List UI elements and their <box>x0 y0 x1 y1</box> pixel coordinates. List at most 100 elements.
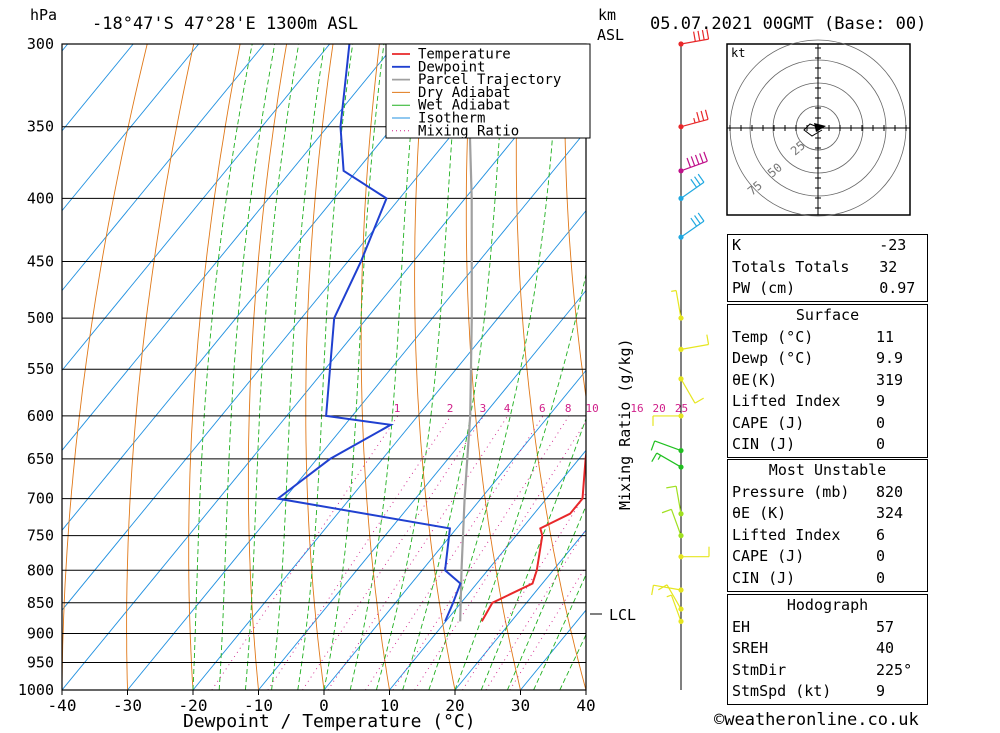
pressure-tick-label: 800 <box>27 561 54 579</box>
wind-barb-feather <box>690 178 698 188</box>
mixing-ratio-line <box>392 415 570 690</box>
wind-barb-feather <box>694 176 701 186</box>
surface-row: Dewp (°C) 9.9 <box>728 348 927 370</box>
pressure-tick-label: 600 <box>27 407 54 425</box>
isotherm-line <box>62 44 200 212</box>
wind-barb-feather <box>694 215 701 225</box>
surface-value: 0 <box>876 413 886 432</box>
wind-barb-staff <box>675 486 682 514</box>
wind-barb-staff <box>680 378 696 404</box>
pressure-tick-label: 700 <box>27 490 54 508</box>
dry-adiabat-line <box>983 44 1000 690</box>
most-unstable-row: Pressure (mb) 820 <box>728 482 927 504</box>
wind-barb-staff <box>680 181 705 199</box>
pressure-tick-label: 500 <box>27 309 54 327</box>
surface-value: 9.9 <box>876 349 904 367</box>
hodograph-stat-row: SREH 40 <box>728 638 927 660</box>
pressure-axis: 300 350 400 450 500 550 600 650 700 750 800 850 900 9… <box>18 35 54 699</box>
x-axis-label: Dewpoint / Temperature (°C) <box>183 711 476 732</box>
isotherm-line <box>389 449 586 690</box>
surface-title: Surface <box>795 306 860 324</box>
credit-link[interactable]: ©weatheronline.co.uk <box>714 710 919 730</box>
pressure-tick-label: 300 <box>27 35 54 53</box>
x-tick-label: 30 <box>511 696 530 715</box>
dry-adiabat-line <box>564 44 586 401</box>
indices-box: K -23 Totals Totals 32 PW (cm) 0.97 <box>727 234 928 302</box>
most-unstable-value: 6 <box>876 525 886 544</box>
wind-barb-feather <box>694 397 704 404</box>
pressure-tick-label: 650 <box>27 450 54 468</box>
isotherm-line <box>323 369 586 690</box>
x-tick-label: 10 <box>380 696 399 715</box>
hodograph-stats-box: Hodograph EH 57 SREH 40 StmDir 225° StmSpd (kt… <box>727 594 928 705</box>
pressure-tick-label: 550 <box>27 360 54 378</box>
mixing-ratio-line <box>302 415 484 690</box>
totals-totals-label: Totals Totals <box>732 257 850 276</box>
x-tick-label: 40 <box>576 696 595 715</box>
pressure-tick-label: 750 <box>27 527 54 545</box>
wet-adiabat-line <box>349 44 420 690</box>
dry-adiabat-line <box>414 44 456 690</box>
k-index-label: K <box>732 236 742 254</box>
wind-barb-feather <box>666 485 677 489</box>
wind-barb-feather <box>700 110 705 121</box>
parcel-trajectory-line <box>459 44 473 622</box>
hodograph-stat-row: StmSpd (kt) 9 <box>728 681 927 703</box>
most-unstable-label: θE (K) <box>732 504 787 522</box>
most-unstable-label: CIN (J) <box>732 568 796 587</box>
isotherm-line <box>62 44 396 452</box>
mixing-ratio-label: 3 <box>480 402 487 415</box>
isotherm-line <box>62 50 586 690</box>
wind-barb-feather <box>666 594 672 598</box>
hodograph-stat-label: StmSpd (kt) <box>732 682 832 700</box>
wind-barb-staff <box>680 38 709 45</box>
wind-barb-feather <box>694 154 700 165</box>
wind-barb-feather <box>693 117 696 124</box>
isotherm-line <box>192 210 586 690</box>
wind-barb-staff <box>675 290 682 319</box>
mixing-ratio-line <box>327 415 509 690</box>
isotherm-line <box>258 289 586 690</box>
k-index-value: -23 <box>879 236 907 254</box>
x-tick-label: -30 <box>113 696 142 715</box>
wet-adiabat-line <box>428 44 561 690</box>
k-index-row: K -23 <box>728 235 927 257</box>
surface-row: CAPE (J) 0 <box>728 413 927 435</box>
pw-label: PW (cm) <box>732 279 796 297</box>
wet-adiabat-line <box>454 272 586 690</box>
wind-barb-feather <box>650 440 656 451</box>
mixing-ratio-label: 4 <box>504 402 511 415</box>
hodograph-stat-row: EH 57 <box>728 617 927 639</box>
wind-barb-staff <box>653 584 682 591</box>
wind-barb-feather <box>658 584 668 591</box>
mixing-ratio-label: 20 <box>653 402 666 415</box>
wind-barb-staff <box>670 509 682 536</box>
surface-row: CIN (J) 0 <box>728 434 927 456</box>
wind-level-dot <box>678 618 684 625</box>
surface-box: Surface Temp (°C) 11 Dewp (°C) 9.9 θE(K) 319 L… <box>727 304 928 458</box>
wind-barb-feather <box>703 151 708 162</box>
mixing-ratio-label: 10 <box>586 402 599 415</box>
hodograph-stat-value: 225° <box>876 660 913 679</box>
wind-barb-feather <box>706 334 710 345</box>
legend-label: Dewpoint <box>418 59 485 75</box>
mixing-ratio-line <box>509 565 586 690</box>
lcl-label: LCL <box>609 606 636 624</box>
x-tick-label: -20 <box>179 696 208 715</box>
isotherm-line <box>62 44 331 372</box>
wet-adiabat-line <box>506 504 586 690</box>
dry-adiabat-line <box>360 44 390 690</box>
dry-adiabat-line <box>126 44 195 690</box>
wind-barb-feather <box>651 585 655 596</box>
dry-adiabat-line <box>515 44 586 690</box>
most-unstable-value: 820 <box>876 482 904 501</box>
pressure-tick-label: 450 <box>27 253 54 271</box>
mixing-ratio-label: 1 <box>394 402 401 415</box>
wind-barb-staff <box>680 220 705 238</box>
wind-barb-feather <box>697 173 705 183</box>
dry-adiabat-line <box>937 44 1000 690</box>
wind-barb-staff <box>670 594 682 622</box>
wet-adiabat-line <box>244 44 300 690</box>
surface-label: CAPE (J) <box>732 413 805 432</box>
